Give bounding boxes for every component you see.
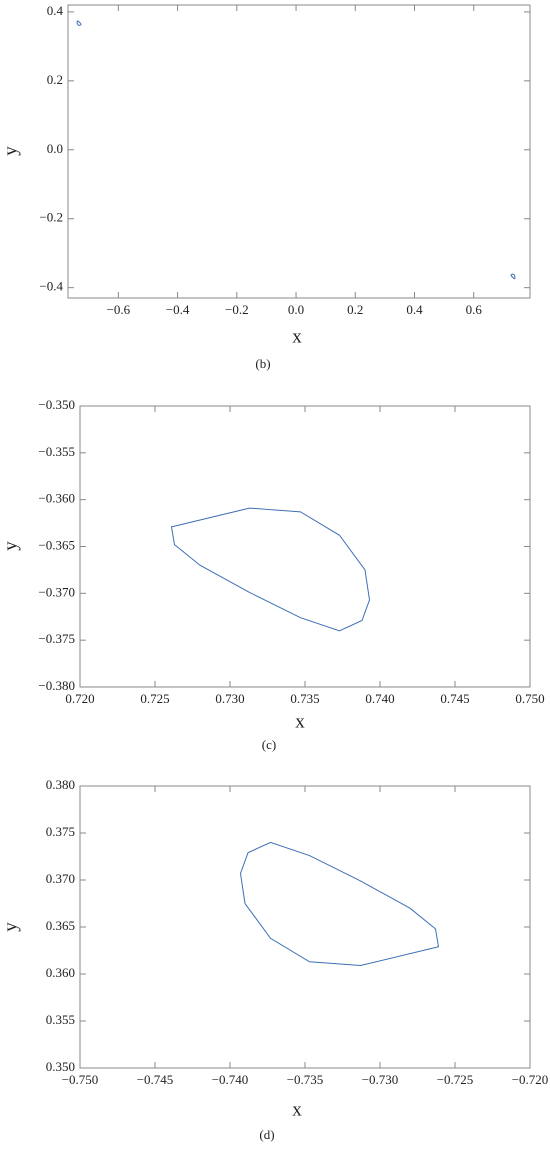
plot-frame	[79, 785, 531, 1069]
x-axis-label: x	[295, 711, 305, 732]
y-tick-label: 0.360	[46, 965, 75, 980]
caption: (d)	[259, 1127, 274, 1142]
y-tick-label: −0.365	[38, 537, 75, 552]
x-tick-label: 0.720	[65, 691, 94, 706]
y-tick-label: −0.355	[38, 444, 75, 459]
plot-frame	[79, 405, 531, 688]
y-tick-label: 0.375	[46, 824, 75, 839]
y-axis-label: y	[0, 541, 21, 551]
x-tick-label: 0.735	[290, 691, 319, 706]
loop-line	[510, 273, 516, 280]
x-tick-label: −0.740	[212, 1072, 249, 1087]
y-axis-label: y	[0, 146, 21, 156]
y-tick-label: −0.375	[38, 631, 75, 646]
x-tick-label: −0.2	[225, 302, 249, 317]
x-tick-label: −0.735	[287, 1072, 324, 1087]
x-tick-label: 0.745	[440, 691, 469, 706]
y-tick-label: 0.4	[47, 3, 64, 18]
x-tick-label: 0.4	[406, 302, 423, 317]
y-tick-label: −0.2	[39, 210, 63, 225]
y-tick-label: 0.0	[47, 141, 63, 156]
y-tick-label: −0.370	[38, 584, 75, 599]
loop-line	[239, 841, 440, 967]
x-tick-label: 0.0	[288, 302, 304, 317]
y-tick-label: −0.4	[39, 279, 63, 294]
x-tick-label: 0.730	[215, 691, 244, 706]
loop-line	[76, 20, 82, 26]
x-tick-label: −0.6	[107, 302, 131, 317]
x-tick-label: 0.740	[365, 691, 394, 706]
y-tick-label: 0.380	[46, 777, 75, 792]
x-tick-label: −0.4	[166, 302, 190, 317]
plot-frame	[67, 4, 531, 299]
y-axis-label: y	[0, 922, 21, 932]
x-tick-label: 0.750	[515, 691, 544, 706]
x-tick-label: 0.2	[347, 302, 363, 317]
y-tick-label: −0.350	[38, 397, 75, 412]
y-tick-label: −0.360	[38, 491, 75, 506]
y-tick-label: 0.365	[46, 918, 75, 933]
x-tick-label: 0.6	[466, 302, 483, 317]
y-tick-label: 0.370	[46, 871, 75, 886]
y-tick-label: 0.350	[46, 1059, 75, 1074]
x-tick-label: 0.725	[140, 691, 169, 706]
caption: (b)	[255, 356, 270, 371]
caption: (c)	[262, 737, 276, 752]
x-tick-label: −0.725	[437, 1072, 474, 1087]
x-tick-label: −0.720	[512, 1072, 549, 1087]
x-axis-label: x	[292, 326, 302, 347]
loop-line	[170, 507, 371, 632]
y-tick-label: 0.355	[46, 1012, 75, 1027]
x-tick-label: −0.730	[362, 1072, 399, 1087]
y-tick-label: 0.2	[47, 72, 63, 87]
x-axis-label: x	[292, 1099, 302, 1120]
x-tick-label: −0.745	[137, 1072, 174, 1087]
x-tick-label: −0.750	[62, 1072, 99, 1087]
y-tick-label: −0.380	[38, 678, 75, 693]
